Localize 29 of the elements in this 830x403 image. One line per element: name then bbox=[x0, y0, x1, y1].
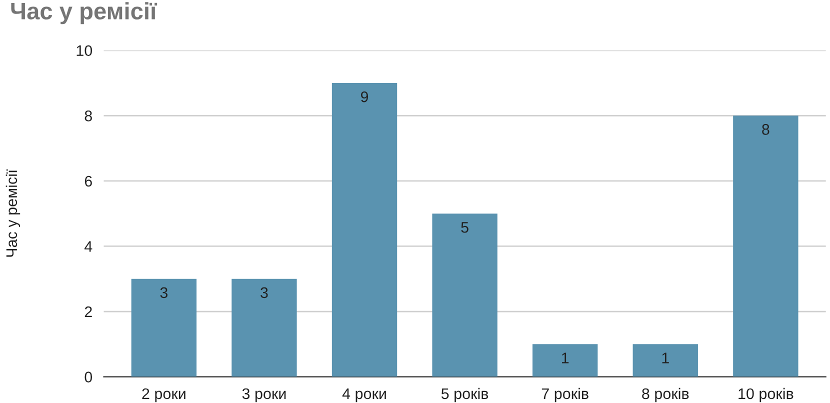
bar bbox=[733, 116, 798, 377]
y-tick-label: 4 bbox=[84, 241, 92, 252]
data-label: 8 bbox=[762, 124, 770, 135]
data-label: 1 bbox=[562, 352, 569, 364]
bar bbox=[232, 278, 297, 377]
x-tick-label: 2 роки bbox=[142, 388, 186, 402]
data-label: 3 bbox=[260, 287, 268, 298]
x-tick-label: 5 років bbox=[441, 388, 488, 402]
x-tick-label: 4 роки bbox=[342, 388, 386, 402]
y-tick-label: 8 bbox=[84, 110, 92, 122]
bar bbox=[332, 83, 398, 377]
x-tick-label: 8 років bbox=[642, 388, 689, 402]
y-tick-label: 6 bbox=[84, 176, 92, 187]
data-label: 1 bbox=[662, 352, 669, 364]
bar bbox=[632, 344, 698, 377]
bar bbox=[432, 214, 498, 377]
y-tick-label: 2 bbox=[84, 306, 92, 318]
chart-title: Час у ремісії bbox=[11, 2, 158, 24]
x-tick-label: 10 років bbox=[738, 388, 794, 402]
data-label: 9 bbox=[360, 91, 368, 102]
x-tick-label: 3 роки bbox=[242, 388, 286, 402]
y-axis-title: Час у ремісії bbox=[6, 169, 20, 257]
data-label: 5 bbox=[461, 222, 468, 233]
y-tick-label: 10 bbox=[76, 45, 92, 56]
bar bbox=[532, 344, 598, 377]
bar bbox=[131, 278, 197, 377]
data-label: 3 bbox=[160, 287, 168, 298]
y-tick-label: 0 bbox=[84, 372, 92, 382]
x-tick-label: 7 років bbox=[542, 388, 588, 402]
